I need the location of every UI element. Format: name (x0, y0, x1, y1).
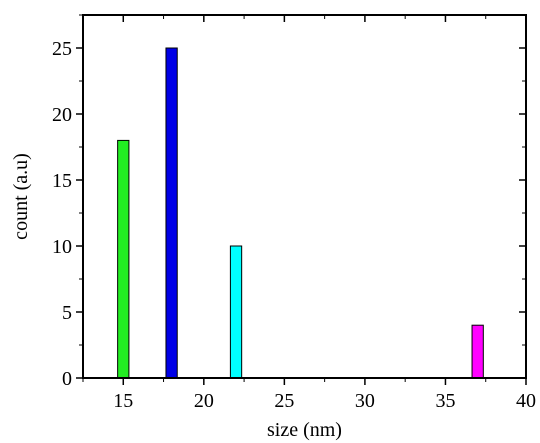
plot-frame (82, 14, 527, 379)
x-tick-label-15: 15 (113, 390, 133, 412)
x-tick-label-35: 35 (435, 390, 455, 412)
ticks-layer (76, 14, 527, 385)
y-axis-title: count (a.u) (10, 153, 32, 240)
x-tick-label-25: 25 (274, 390, 294, 412)
bars-layer (117, 47, 484, 379)
x-tick-label-30: 30 (355, 390, 375, 412)
y-tick-label-0: 0 (62, 368, 72, 390)
x-axis-title: size (nm) (267, 419, 342, 441)
x-tick-label-40: 40 (516, 390, 536, 412)
bar-2 (229, 245, 243, 379)
bar-1 (165, 47, 178, 379)
y-tick-label-10: 10 (52, 236, 72, 258)
y-tick-label-15: 15 (52, 170, 72, 192)
y-tick-label-25: 25 (52, 38, 72, 60)
tick-labels-layer: 15 20 25 30 35 40 0 5 10 15 20 25 (52, 38, 536, 412)
bar-3 (471, 324, 484, 379)
x-tick-label-20: 20 (194, 390, 214, 412)
bar-0 (117, 139, 130, 379)
y-tick-label-5: 5 (62, 302, 72, 324)
y-tick-label-20: 20 (52, 104, 72, 126)
